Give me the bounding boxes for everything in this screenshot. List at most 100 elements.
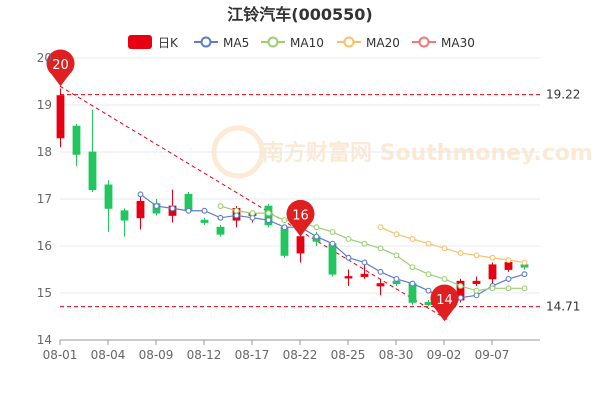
ma10-point-10 — [217, 203, 224, 210]
ma10-point-26 — [473, 287, 480, 294]
marker-mid-label: 16 — [292, 209, 309, 224]
ma5-point-11 — [233, 212, 240, 219]
x-tick-label-9: 09-07 — [475, 348, 510, 362]
grid — [60, 57, 540, 341]
x-tick-label-1: 08-04 — [91, 348, 126, 362]
candle-body-18 — [344, 276, 353, 279]
ma10-point-23 — [425, 271, 432, 278]
candle-body-0 — [56, 95, 65, 139]
ma20-point-28 — [505, 257, 512, 264]
candle-body-5 — [136, 200, 145, 219]
ma20-point-21 — [393, 231, 400, 238]
ma10-point-18 — [345, 236, 352, 242]
ma5-point-26 — [473, 292, 480, 299]
marker-low-pin — [430, 284, 459, 322]
ref-line-high-label: 19.22 — [546, 88, 580, 102]
legend-label-ma10: MA10 — [290, 36, 324, 50]
ma10-point-16 — [313, 224, 320, 231]
ma5-point-22 — [409, 280, 416, 287]
candle-body-1 — [72, 125, 81, 155]
axes: 14 15 16 17 18 19 20 08-01 08-04 08-09 08-12 08-17 0… — [37, 51, 540, 362]
reference-lines: 19.22 14.71 — [60, 88, 580, 314]
legend-item-k[interactable]: 日K — [128, 35, 179, 50]
candle-body-28 — [504, 262, 513, 270]
legend-swatch-k — [128, 35, 152, 49]
ma5-point-9 — [201, 207, 208, 214]
candle-body-20 — [376, 283, 385, 287]
ma10-point-20 — [377, 245, 384, 252]
marker-mid-pin — [286, 199, 315, 237]
watermark-text: 南方财富网 Southmoney.com — [262, 140, 593, 166]
ma5-point-5 — [137, 191, 144, 198]
legend: 日K MA5 MA10 MA20 MA30 — [128, 35, 475, 50]
marker-low-label: 14 — [436, 293, 453, 308]
legend-item-ma10[interactable]: MA10 — [261, 36, 324, 50]
ma5-point-16 — [313, 233, 320, 240]
x-tick-label-6: 08-25 — [331, 348, 366, 362]
ma10-point-21 — [393, 252, 400, 259]
ma20-point-26 — [473, 252, 480, 259]
ma20-point-23 — [425, 240, 432, 247]
ma5-point-20 — [377, 268, 384, 275]
chart-title: 江铃汽车(000550) — [227, 5, 372, 24]
candles — [56, 88, 529, 308]
legend-marker-ma10 — [267, 36, 279, 48]
ma5-point-13 — [265, 217, 272, 224]
ma20-point-22 — [409, 236, 416, 242]
candle-body-27 — [488, 264, 497, 280]
legend-marker-ma5 — [200, 36, 212, 48]
y-tick-label-3: 17 — [37, 192, 52, 206]
candle-body-23 — [424, 301, 433, 306]
ma5-point-29 — [521, 271, 528, 278]
ma5-point-23 — [425, 287, 432, 294]
ma10-point-25 — [457, 283, 464, 289]
candle-body-19 — [360, 273, 369, 277]
ma10-point-22 — [409, 264, 416, 271]
candle-body-15 — [296, 236, 305, 254]
x-tick-label-7: 08-30 — [379, 348, 414, 362]
ma5-point-6 — [153, 203, 160, 210]
y-tick-label-6: 20 — [37, 51, 52, 65]
x-tick-label-2: 08-09 — [139, 348, 174, 362]
ma5-point-25 — [457, 294, 464, 301]
ma10-point-27 — [489, 285, 496, 292]
candle-body-9 — [200, 219, 209, 223]
ma20-point-24 — [441, 245, 448, 252]
candle-body-17 — [328, 243, 337, 275]
ma10-point-24 — [441, 275, 448, 282]
ma5-point-8 — [185, 207, 192, 214]
ma10-point-17 — [329, 228, 336, 235]
candle-body-2 — [88, 151, 97, 190]
ma5-point-21 — [393, 275, 400, 282]
marker-high-label: 20 — [52, 58, 69, 73]
candle-body-26 — [472, 280, 481, 284]
ma5-point-18 — [345, 254, 352, 261]
moving-average-lines — [137, 191, 528, 303]
y-tick-label-4: 18 — [37, 145, 52, 159]
ma5-point-10 — [217, 214, 224, 221]
candle-body-4 — [120, 210, 129, 221]
ma10-point-12 — [249, 210, 256, 217]
y-tick-label-0: 14 — [37, 333, 52, 347]
x-tick-label-5: 08-22 — [283, 348, 318, 362]
legend-label-ma30: MA30 — [441, 36, 475, 50]
candle-body-10 — [216, 226, 225, 235]
legend-item-ma20[interactable]: MA20 — [337, 36, 400, 50]
legend-item-ma5[interactable]: MA5 — [194, 36, 249, 50]
trend-line — [59, 85, 451, 322]
ma20-point-27 — [489, 254, 496, 261]
ma20-point-20 — [377, 224, 384, 231]
y-tick-label-5: 19 — [37, 98, 52, 112]
ma10-point-29 — [521, 285, 528, 292]
legend-label-ma5: MA5 — [223, 36, 249, 50]
x-tick-label-3: 08-12 — [187, 348, 222, 362]
ma5-point-12 — [249, 214, 256, 221]
ma10-point-28 — [505, 285, 512, 292]
candle-body-14 — [280, 226, 289, 256]
y-tick-label-2: 16 — [37, 239, 52, 253]
legend-item-ma30[interactable]: MA30 — [412, 36, 475, 50]
trend-lines — [59, 85, 451, 322]
legend-marker-ma20 — [343, 36, 355, 48]
markers: 20 16 14 — [46, 49, 459, 322]
ma10-point-11 — [233, 207, 240, 214]
